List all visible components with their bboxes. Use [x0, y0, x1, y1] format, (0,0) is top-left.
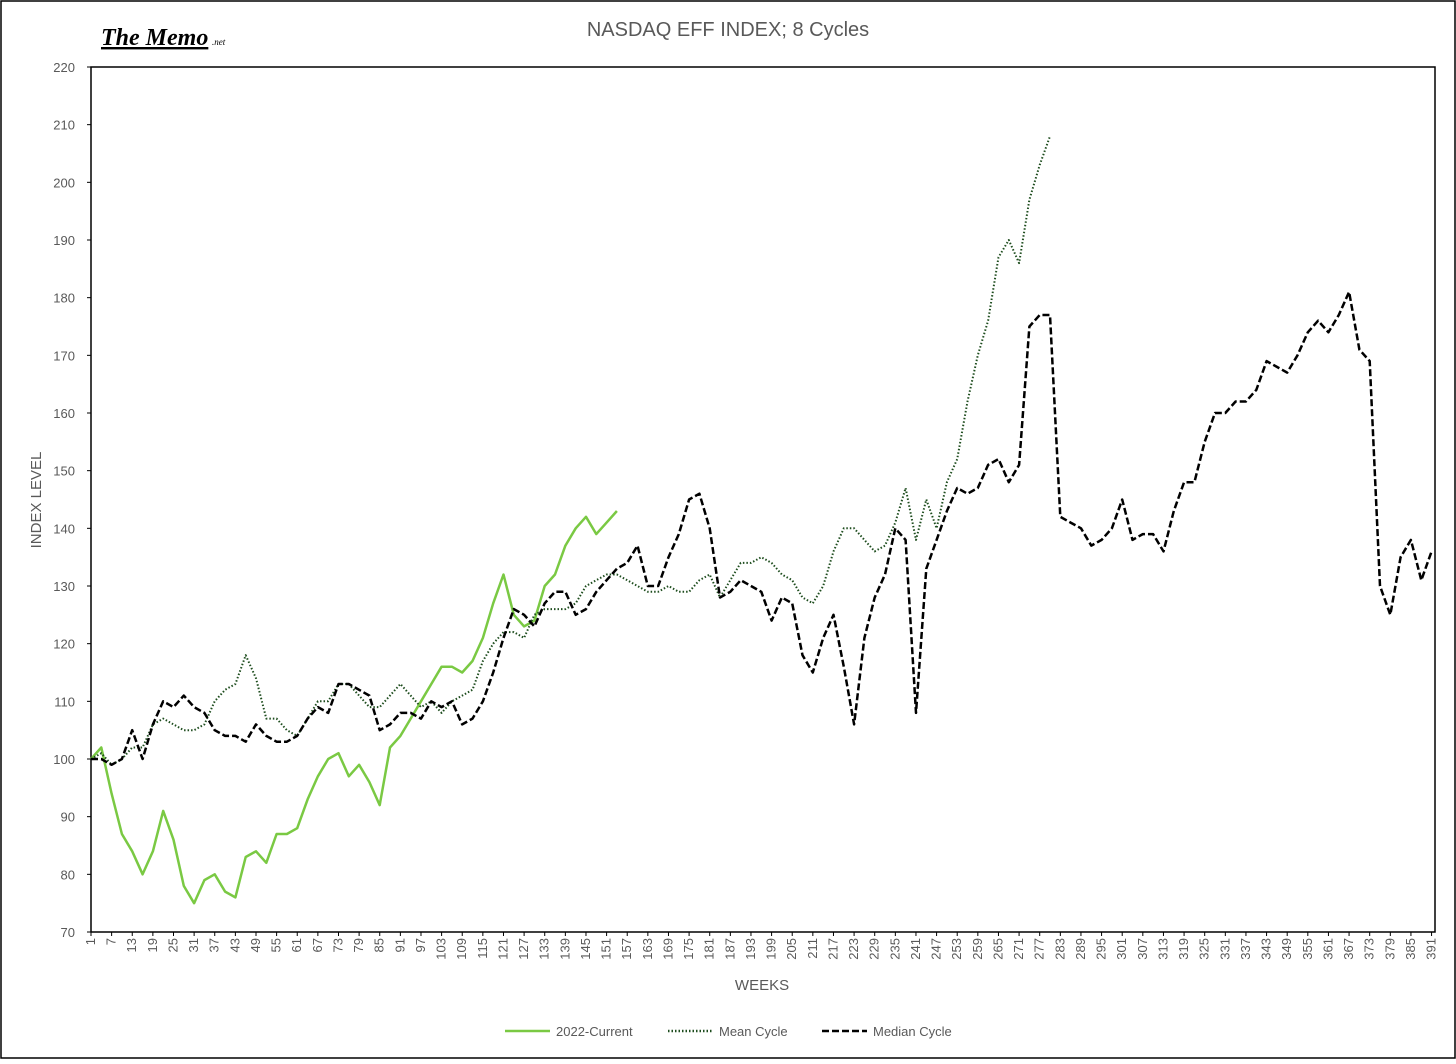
- y-tick-label: 210: [53, 118, 75, 133]
- x-tick-label: 319: [1176, 938, 1191, 960]
- x-tick-label: 31: [186, 938, 201, 952]
- x-tick-label: 19: [145, 938, 160, 952]
- x-tick-label: 217: [825, 938, 840, 960]
- x-tick-label: 229: [867, 938, 882, 960]
- x-tick-label: 139: [557, 938, 572, 960]
- x-tick-label: 295: [1094, 938, 1109, 960]
- x-tick-label: 103: [434, 938, 449, 960]
- x-tick-label: 163: [640, 938, 655, 960]
- y-tick-label: 70: [61, 925, 75, 940]
- y-tick-label: 100: [53, 752, 75, 767]
- x-tick-label: 271: [1011, 938, 1026, 960]
- series-line: [90, 135, 1051, 766]
- x-tick-label: 157: [619, 938, 634, 960]
- x-tick-label: 7: [104, 938, 119, 945]
- x-tick-label: 37: [207, 938, 222, 952]
- x-tick-label: 49: [248, 938, 263, 952]
- x-tick-label: 373: [1362, 938, 1377, 960]
- plot-area: [90, 66, 1436, 933]
- x-tick-label: 247: [929, 938, 944, 960]
- y-tick-label: 180: [53, 291, 75, 306]
- x-tick-label: 355: [1300, 938, 1315, 960]
- x-tick-label: 79: [351, 938, 366, 952]
- y-tick-label: 220: [53, 60, 75, 75]
- x-tick-label: 361: [1320, 938, 1335, 960]
- y-tick-label: 110: [54, 694, 75, 709]
- y-tick-label: 130: [53, 579, 75, 594]
- x-tick-label: 169: [660, 938, 675, 960]
- series-line: [91, 290, 1433, 767]
- x-tick-label: 85: [372, 938, 387, 952]
- x-tick-label: 283: [1052, 938, 1067, 960]
- logo: The Memo: [101, 25, 208, 51]
- x-tick-label: 337: [1238, 938, 1253, 960]
- x-tick-label: 121: [495, 938, 510, 960]
- legend-label: Median Cycle: [873, 1024, 952, 1039]
- x-tick-label: 259: [970, 938, 985, 960]
- x-tick-label: 385: [1403, 938, 1418, 960]
- x-tick-label: 367: [1341, 938, 1356, 960]
- x-tick-label: 97: [413, 938, 428, 952]
- x-tick-label: 349: [1279, 938, 1294, 960]
- x-tick-label: 115: [475, 938, 490, 959]
- x-tick-label: 313: [1155, 938, 1170, 960]
- x-tick-label: 133: [537, 938, 552, 960]
- x-tick-label: 25: [165, 938, 180, 952]
- x-tick-label: 307: [1135, 938, 1150, 960]
- y-tick-label: 150: [53, 464, 75, 479]
- x-tick-label: 265: [990, 938, 1005, 960]
- x-tick-label: 43: [227, 938, 242, 952]
- x-tick-label: 13: [124, 938, 139, 952]
- y-tick-label: 120: [53, 637, 75, 652]
- x-tick-label: 343: [1259, 938, 1274, 960]
- x-tick-label: 91: [392, 938, 407, 952]
- x-tick-label: 187: [722, 938, 737, 960]
- x-tick-label: 205: [784, 938, 799, 960]
- x-tick-label: 379: [1382, 938, 1397, 960]
- x-tick-label: 61: [289, 938, 304, 952]
- y-axis-label: INDEX LEVEL: [28, 452, 45, 549]
- x-tick-label: 193: [743, 938, 758, 960]
- y-tick-label: 80: [61, 867, 75, 882]
- x-tick-label: 145: [578, 938, 593, 960]
- x-tick-label: 199: [764, 938, 779, 960]
- x-tick-label: 301: [1114, 938, 1129, 960]
- logo-suffix: .net: [212, 37, 226, 47]
- x-axis-label: WEEKS: [735, 977, 789, 994]
- y-tick-label: 200: [53, 175, 75, 190]
- x-tick-label: 109: [454, 938, 469, 960]
- x-tick-label: 151: [599, 938, 614, 960]
- x-tick-label: 241: [908, 938, 923, 960]
- legend-label: Mean Cycle: [719, 1024, 788, 1039]
- x-tick-label: 1: [83, 938, 98, 945]
- y-tick-label: 140: [53, 521, 75, 536]
- x-tick-label: 175: [681, 938, 696, 960]
- x-tick-label: 73: [330, 938, 345, 952]
- x-tick-label: 223: [846, 938, 861, 960]
- x-tick-label: 331: [1217, 938, 1232, 960]
- x-tick-label: 55: [269, 938, 284, 952]
- x-tick-label: 289: [1073, 938, 1088, 960]
- series-line: [90, 510, 618, 905]
- y-tick-label: 170: [53, 348, 75, 363]
- x-tick-label: 277: [1032, 938, 1047, 960]
- x-tick-label: 211: [805, 938, 820, 959]
- y-tick-label: 190: [53, 233, 75, 248]
- x-tick-label: 181: [702, 938, 717, 960]
- legend-label: 2022-Current: [556, 1024, 633, 1039]
- chart-title: NASDAQ EFF INDEX; 8 Cycles: [587, 19, 869, 41]
- x-tick-label: 235: [887, 938, 902, 960]
- x-tick-label: 67: [310, 938, 325, 952]
- x-tick-label: 253: [949, 938, 964, 960]
- x-tick-label: 127: [516, 938, 531, 960]
- x-tick-label: 391: [1424, 938, 1439, 960]
- x-tick-label: 325: [1197, 938, 1212, 960]
- y-tick-label: 160: [53, 406, 75, 421]
- y-tick-label: 90: [61, 810, 75, 825]
